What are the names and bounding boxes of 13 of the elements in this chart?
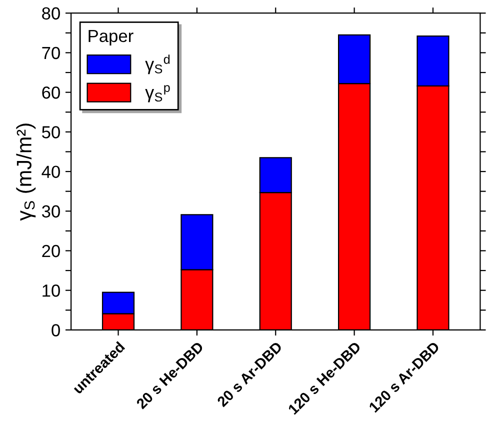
y-tick-label: 50 (42, 126, 60, 138)
y-tick-label: 10 (42, 284, 60, 297)
legend-label: γ$_{S}$$^{d}$ (145, 54, 170, 74)
legend-label: γ$_{S}$$^{p}$ (145, 85, 170, 102)
legend-title: Paper (88, 30, 134, 46)
y-tick-label: 20 (42, 244, 60, 258)
y-axis-title: γ$_{S}$ (mJ/m²) (16, 124, 36, 221)
y-tick-label: 80 (42, 7, 60, 20)
y-tick-label: 40 (42, 166, 60, 178)
y-tick-label: 0 (52, 324, 60, 336)
y-tick-label: 60 (42, 86, 60, 99)
y-tick-label: 70 (42, 46, 60, 60)
y-tick-label: 30 (42, 205, 60, 218)
